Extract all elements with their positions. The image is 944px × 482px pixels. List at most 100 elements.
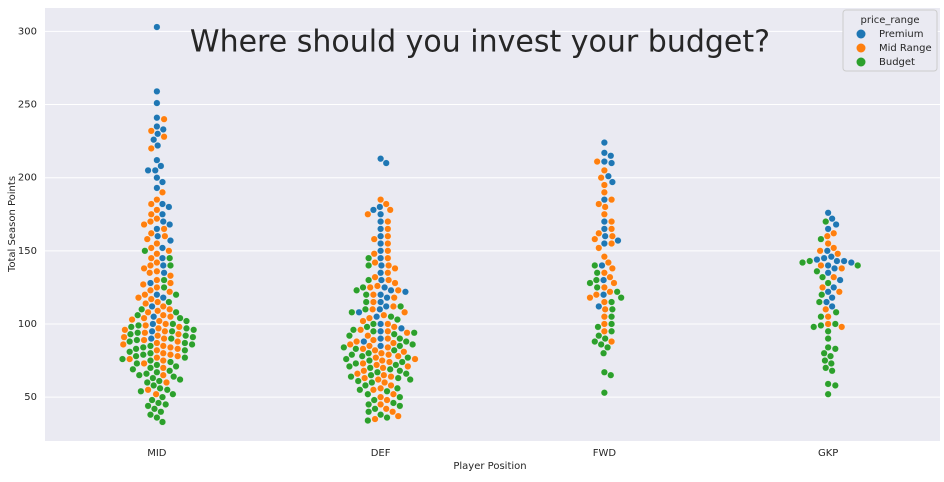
swarm-point [153, 283, 161, 291]
legend-label: Mid Range [879, 43, 932, 54]
swarm-point [176, 376, 184, 384]
swarm-point [153, 361, 161, 369]
swarm-point [389, 339, 397, 347]
swarm-point [820, 254, 828, 262]
swarm-point [360, 338, 368, 345]
swarm-point [610, 279, 618, 287]
swarm-point [601, 335, 609, 343]
swarm-point [813, 256, 821, 264]
swarm-point [126, 355, 134, 363]
swarm-point [353, 370, 361, 378]
swarm-point [608, 178, 616, 186]
swarm-point [174, 352, 182, 360]
swarm-point [367, 371, 375, 379]
swarm-point [167, 237, 174, 245]
swarm-point [377, 240, 385, 247]
swarm-point [154, 298, 162, 306]
swarm-point [377, 218, 385, 226]
swarm-point [389, 302, 397, 310]
swarm-point [370, 235, 378, 243]
swarm-point [147, 229, 155, 237]
swarm-point [819, 283, 826, 291]
swarm-point [162, 320, 170, 328]
swarm-point [147, 295, 155, 303]
swarm-point [176, 314, 184, 322]
swarm-point [608, 313, 616, 321]
swarm-point [387, 381, 395, 389]
swarm-point [600, 210, 608, 218]
swarm-point [174, 345, 182, 353]
swarm-point [153, 276, 161, 284]
swarm-point [138, 305, 146, 313]
swarm-point [824, 335, 832, 343]
swarm-point [380, 371, 388, 379]
swarm-point [595, 332, 603, 340]
swarm-point [377, 196, 385, 204]
swarm-point [586, 279, 594, 287]
swarm-point [153, 368, 161, 376]
swarm-point [597, 174, 605, 182]
swarm-point [377, 400, 385, 408]
swarm-point [147, 127, 155, 135]
swarm-point [181, 339, 189, 347]
swarm-point [593, 158, 601, 166]
swarm-point [831, 264, 838, 272]
swarm-point [126, 338, 134, 345]
swarm-point [140, 264, 148, 272]
swarm-point [134, 329, 142, 337]
swarm-point [141, 291, 149, 299]
swarm-point [160, 283, 168, 291]
swarm-point [383, 387, 391, 395]
swarm-point [377, 327, 385, 335]
swarm-point [152, 390, 160, 398]
swarm-point [608, 298, 616, 306]
swarm-point [828, 215, 836, 223]
swarm-point [133, 336, 141, 344]
swarm-point [169, 390, 177, 398]
swarm-point [593, 283, 601, 291]
swarm-point [823, 298, 830, 306]
swarm-point [824, 262, 832, 269]
swarm-point [396, 342, 404, 350]
swarm-point [139, 343, 147, 351]
swarm-point [142, 321, 150, 329]
swarm-point [159, 178, 166, 186]
swarm-point [365, 254, 373, 262]
swarm-point [371, 273, 379, 281]
swarm-point [371, 259, 379, 266]
swarm-point [132, 345, 140, 353]
swarm-point [396, 367, 404, 375]
swarm-point [170, 373, 178, 381]
swarm-point [165, 247, 173, 255]
swarm-point [824, 327, 832, 335]
swarm-point [383, 414, 391, 422]
swarm-point [600, 166, 608, 174]
swarm-point [147, 411, 154, 419]
swarm-point [822, 364, 830, 372]
swarm-point [402, 370, 410, 378]
swarm-point [366, 283, 374, 291]
swarm-point [592, 291, 600, 299]
swarm-point [147, 286, 154, 294]
swarm-point [166, 367, 174, 375]
legend-marker [856, 43, 866, 53]
swarm-point [148, 396, 156, 404]
swarm-point [119, 355, 126, 363]
swarm-point [824, 343, 832, 351]
swarm-point [373, 361, 381, 369]
swarm-point [384, 343, 392, 351]
swarm-point [159, 364, 167, 372]
swarm-point [608, 159, 616, 167]
swarm-point [363, 323, 371, 331]
swarm-point [824, 390, 832, 398]
swarm-point [160, 225, 168, 233]
swarm-point [600, 291, 608, 299]
swarm-point [365, 342, 373, 350]
swarm-point [377, 298, 385, 306]
swarm-point [411, 355, 419, 363]
swarm-point [600, 225, 608, 233]
swarm-point [389, 390, 397, 398]
swarm-point [835, 288, 843, 296]
swarm-point [391, 279, 399, 287]
swarm-point [377, 384, 385, 392]
